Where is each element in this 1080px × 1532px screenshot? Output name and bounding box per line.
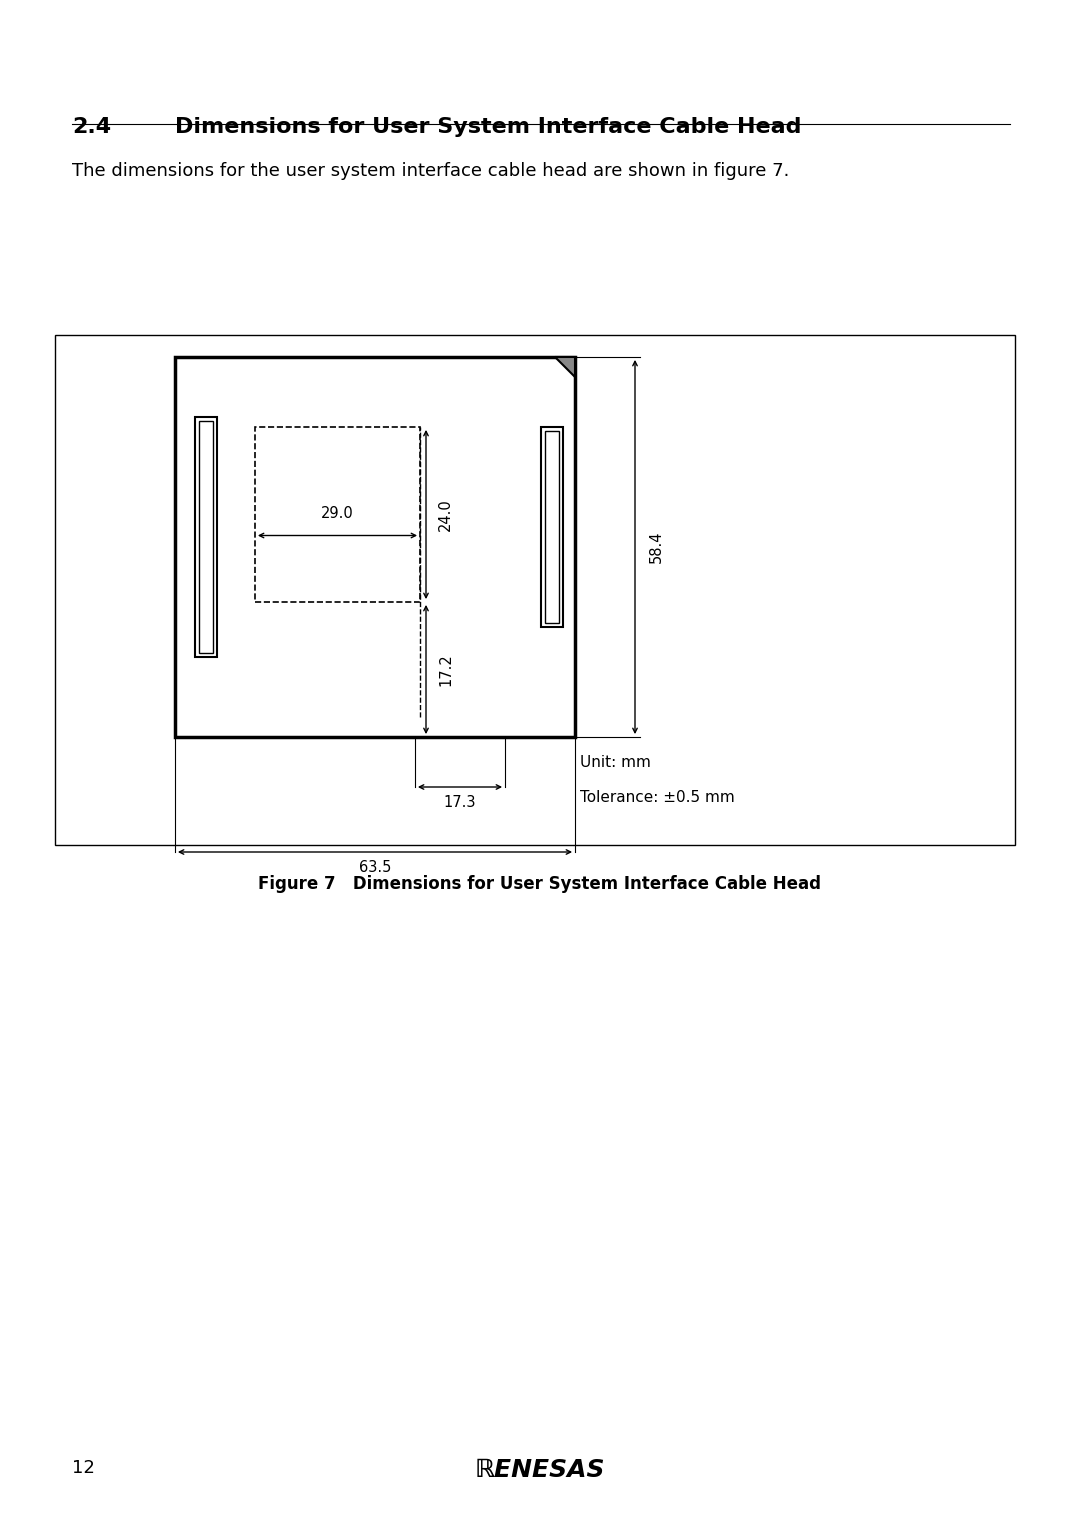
Text: Dimensions for User System Interface Cable Head: Dimensions for User System Interface Cab…: [175, 116, 801, 136]
Bar: [255, 427, 420, 602]
Text: 17.2: 17.2: [438, 653, 453, 686]
Text: 17.3: 17.3: [444, 795, 476, 810]
Text: The dimensions for the user system interface cable head are shown in figure 7.: The dimensions for the user system inter…: [72, 162, 789, 179]
Bar: [175, 357, 575, 737]
Text: Figure 7   Dimensions for User System Interface Cable Head: Figure 7 Dimensions for User System Inte…: [258, 875, 822, 893]
Bar: [545, 430, 559, 624]
Text: 58.4: 58.4: [649, 530, 664, 564]
Text: 29.0: 29.0: [321, 507, 354, 521]
Text: Tolerance: ±0.5 mm: Tolerance: ±0.5 mm: [580, 791, 734, 804]
Text: 2.4: 2.4: [72, 116, 111, 136]
Bar: [55, 336, 1015, 846]
Bar: [195, 417, 217, 657]
Bar: [199, 421, 213, 653]
Text: 63.5: 63.5: [359, 859, 391, 875]
Text: 24.0: 24.0: [438, 498, 453, 532]
Polygon shape: [555, 357, 575, 377]
Text: 12: 12: [72, 1458, 95, 1477]
Text: ℝENESAS: ℝENESAS: [475, 1458, 605, 1481]
Bar: [541, 427, 563, 627]
Text: Unit: mm: Unit: mm: [580, 755, 651, 771]
